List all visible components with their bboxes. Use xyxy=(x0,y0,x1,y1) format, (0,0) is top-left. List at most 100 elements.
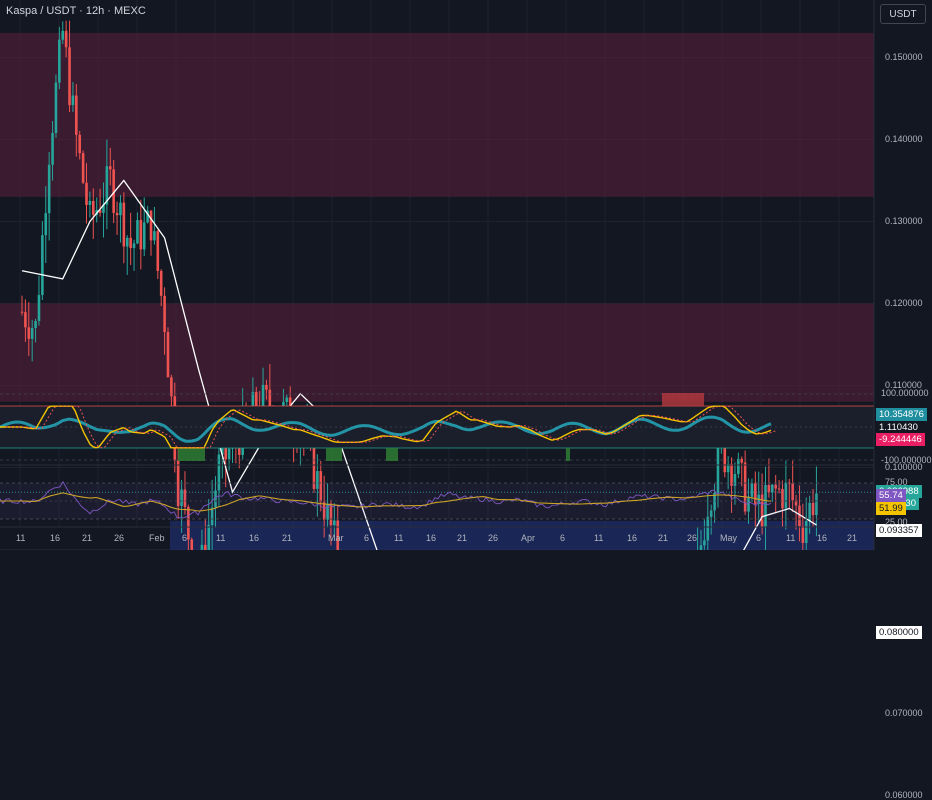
candle-body xyxy=(54,82,58,134)
candle-body xyxy=(777,488,781,490)
candle-body xyxy=(183,489,187,507)
supply-zone xyxy=(0,32,874,197)
time-tick-label: 11 xyxy=(594,533,604,543)
price-tick-label: 0.110000 xyxy=(885,379,922,390)
price-tick-label: 0.130000 xyxy=(885,215,923,226)
candle-body xyxy=(115,212,119,216)
candle-body xyxy=(85,182,88,205)
candle-body xyxy=(747,496,750,512)
oscillator-pane xyxy=(0,393,874,466)
candle-body xyxy=(68,47,71,106)
time-tick-label: 16 xyxy=(426,533,437,543)
candle-body xyxy=(815,493,818,516)
price-tick-label: 0.060000 xyxy=(885,789,923,800)
candle-body xyxy=(153,231,156,241)
candle-body xyxy=(699,545,703,550)
candle-body xyxy=(105,166,109,205)
candle-body xyxy=(716,445,720,493)
rsi-pane xyxy=(0,480,874,528)
currency-button[interactable]: USDT xyxy=(880,4,926,24)
candle-body xyxy=(125,237,129,247)
candle-body xyxy=(726,463,730,473)
candle-body xyxy=(791,483,794,501)
candle-body xyxy=(713,492,716,511)
level-label: 0.080000 xyxy=(876,625,922,639)
rsi-value-label: 55.74 xyxy=(876,489,906,502)
candle-body xyxy=(30,328,34,339)
candle-body xyxy=(709,510,713,517)
moving-average-line xyxy=(21,179,817,550)
candle-body xyxy=(163,295,166,333)
candle-body xyxy=(254,392,258,413)
candle-body xyxy=(703,540,706,546)
time-tick-label: 21 xyxy=(847,533,858,543)
price-tick-label: 0.150000 xyxy=(885,51,923,62)
osc-yellow-value: 1.110430 xyxy=(876,421,921,434)
candle-body xyxy=(146,210,149,223)
candle-body xyxy=(41,235,44,295)
candle-body xyxy=(34,320,37,329)
candle-body xyxy=(740,458,744,463)
candle-body xyxy=(129,237,132,249)
time-tick-label: Mar xyxy=(328,533,344,543)
price-tick-label: 0.100000 xyxy=(885,461,923,472)
candle-body xyxy=(122,202,126,247)
price-zones xyxy=(0,32,874,550)
candle-body xyxy=(261,384,265,414)
chart-title: Kaspa / USDT · 12h · MEXC xyxy=(6,5,146,17)
candle-body xyxy=(322,502,326,520)
candle-body xyxy=(285,397,289,402)
candle-body xyxy=(316,471,319,489)
candle-body xyxy=(24,312,27,328)
rsi-ma-line xyxy=(0,492,772,512)
candle-body xyxy=(47,164,51,214)
price-tick-label: 0.120000 xyxy=(885,297,923,308)
candle-body xyxy=(237,442,241,455)
chart-canvas[interactable] xyxy=(0,0,932,550)
candle-body xyxy=(730,463,733,486)
rsi-top-label: 75.00 xyxy=(885,477,908,487)
candle-body xyxy=(227,448,231,460)
candle-body xyxy=(81,153,85,183)
candle-body xyxy=(149,210,153,241)
time-tick-label: 16 xyxy=(50,533,61,543)
candle-body xyxy=(190,539,194,550)
time-tick-label: 26 xyxy=(114,533,125,543)
candle-body xyxy=(743,462,747,512)
osc-top-label: 100.000000 xyxy=(881,388,929,398)
oscillator-teal-line xyxy=(0,415,772,443)
candle-body xyxy=(139,220,143,250)
oversold-highlight xyxy=(326,448,342,461)
supply-zone xyxy=(0,303,874,402)
candle-body xyxy=(51,133,54,165)
candle-body xyxy=(102,204,105,213)
moving-average xyxy=(21,179,817,550)
osc-bottom-label: -100.000000 xyxy=(881,455,932,465)
ma-value-label: 0.093357 xyxy=(876,523,922,537)
candle-body xyxy=(319,471,323,503)
candle-body xyxy=(329,503,333,526)
candle-body xyxy=(808,502,811,522)
time-tick-label: May xyxy=(720,533,738,543)
rsi-ma-value-label: 51.99 xyxy=(876,502,906,515)
candle-body xyxy=(760,494,764,527)
candle-body xyxy=(200,544,204,550)
candle-body xyxy=(119,202,122,216)
time-tick-label: 16 xyxy=(817,533,828,543)
candle-body xyxy=(20,311,24,313)
candle-body xyxy=(336,520,340,550)
osc-teal-value: 10.354876 xyxy=(876,408,927,421)
rsi-bottom-label: 25.00 xyxy=(885,517,908,527)
candle-body xyxy=(75,95,78,135)
time-tick-label: 6 xyxy=(560,533,566,543)
candle-body xyxy=(750,483,754,497)
candle-body xyxy=(180,489,183,507)
time-tick-label: 6 xyxy=(182,533,188,543)
candle-body xyxy=(312,439,316,489)
overbought-highlight xyxy=(662,393,704,406)
time-tick-label: 21 xyxy=(282,533,293,543)
time-tick-label: 21 xyxy=(658,533,669,543)
candle-body xyxy=(187,506,190,540)
time-tick-label: 11 xyxy=(394,533,404,543)
candle-body xyxy=(44,213,48,236)
